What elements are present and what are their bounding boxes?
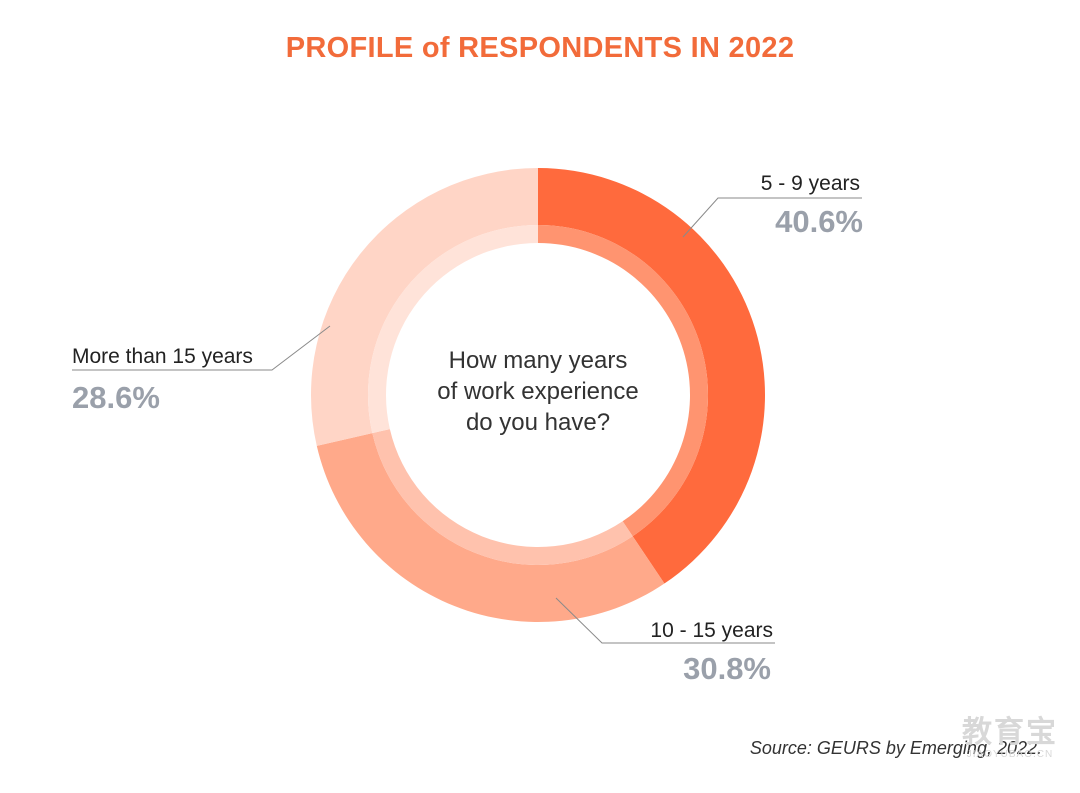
watermark-logo: 教育宝 JIAOYUBAO.CN	[962, 718, 1058, 760]
slice-value-10-15-years: 30.8%	[683, 651, 771, 686]
slice-more-than-15-years	[311, 167, 538, 446]
slice-label-5-9-years: 5 - 9 years	[761, 172, 860, 195]
slice-inner-ring-5-9-years	[538, 225, 708, 537]
donut-slices	[311, 167, 765, 622]
slice-value-more-than-15-years: 28.6%	[72, 380, 160, 415]
slice-value-5-9-years: 40.6%	[775, 204, 863, 239]
watermark-subtext: JIAOYUBAO.CN	[966, 749, 1054, 760]
slice-5-9-years	[538, 168, 765, 584]
leader-line-5-9-years	[682, 197, 862, 238]
center-question-line-2: of work experience	[437, 378, 638, 405]
watermark-text: 教育宝	[962, 716, 1058, 749]
leader-lines	[72, 197, 862, 644]
leader-line-more-than-15-years	[72, 325, 331, 371]
leader-line-10-15-years	[555, 597, 775, 644]
slice-inner-ring-10-15-years	[372, 429, 633, 565]
center-question-line-1: How many years	[449, 347, 628, 374]
slice-10-15-years	[316, 433, 665, 622]
source-note: Source: GEURS by Emerging, 2022.	[749, 738, 1042, 758]
slice-label-10-15-years: 10 - 15 years	[650, 619, 773, 642]
slice-label-more-than-15-years: More than 15 years	[72, 345, 253, 368]
center-question-line-3: do you have?	[466, 409, 610, 436]
chart-title: PROFILE of RESPONDENTS IN 2022	[285, 32, 795, 64]
slice-inner-ring-more-than-15-years	[368, 225, 538, 434]
